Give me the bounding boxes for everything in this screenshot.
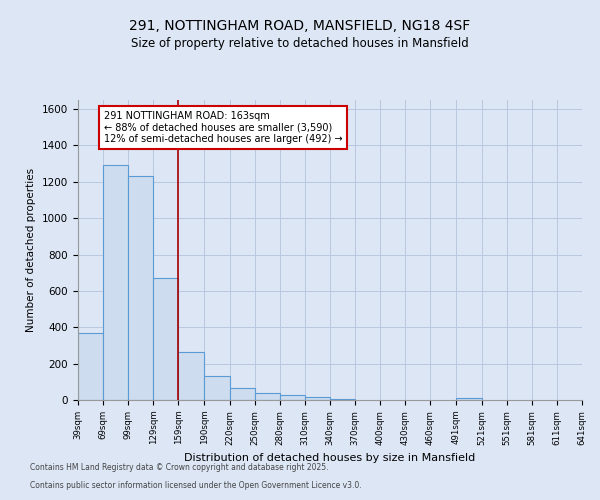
- Bar: [205, 376, 230, 400]
- Bar: [280, 396, 305, 400]
- Text: 291, NOTTINGHAM ROAD, MANSFIELD, NG18 4SF: 291, NOTTINGHAM ROAD, MANSFIELD, NG18 4S…: [130, 18, 470, 32]
- Bar: [330, 399, 355, 400]
- Bar: [78, 332, 103, 400]
- Bar: [230, 388, 254, 400]
- Text: Contains HM Land Registry data © Crown copyright and database right 2025.: Contains HM Land Registry data © Crown c…: [30, 464, 329, 472]
- Bar: [457, 398, 482, 400]
- Bar: [305, 398, 330, 400]
- Bar: [254, 392, 280, 400]
- Text: 291 NOTTINGHAM ROAD: 163sqm
← 88% of detached houses are smaller (3,590)
12% of : 291 NOTTINGHAM ROAD: 163sqm ← 88% of det…: [104, 111, 343, 144]
- X-axis label: Distribution of detached houses by size in Mansfield: Distribution of detached houses by size …: [184, 453, 476, 463]
- Bar: [154, 278, 178, 400]
- Text: Size of property relative to detached houses in Mansfield: Size of property relative to detached ho…: [131, 37, 469, 50]
- Bar: [178, 352, 205, 400]
- Y-axis label: Number of detached properties: Number of detached properties: [26, 168, 37, 332]
- Bar: [103, 166, 128, 400]
- Bar: [128, 176, 154, 400]
- Text: Contains public sector information licensed under the Open Government Licence v3: Contains public sector information licen…: [30, 481, 362, 490]
